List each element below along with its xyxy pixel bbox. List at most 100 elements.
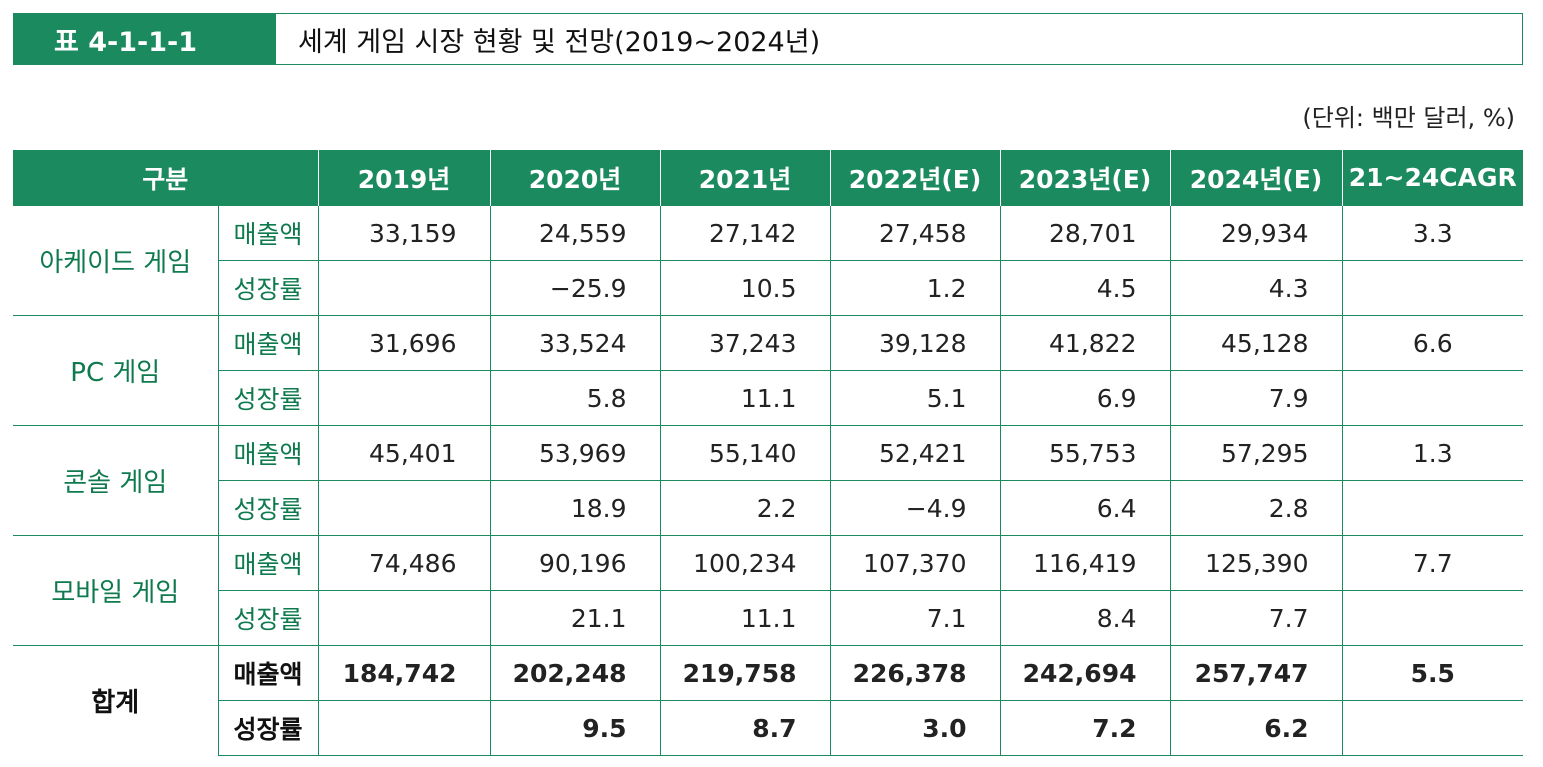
cell-value: 90,196 [489, 535, 660, 591]
cell-value: 7.7 [1169, 590, 1342, 646]
row-label: 매출액 [217, 315, 318, 371]
row-label: 매출액 [217, 425, 318, 481]
row-label: 매출액 [217, 535, 318, 591]
cell-value: 202,248 [489, 645, 660, 701]
group-label: 합계 [13, 645, 218, 756]
table-head: 구분 2019년 2020년 2021년 2022년(E) 2023년(E) 2024년(E… [13, 150, 1523, 206]
cell-value: 55,140 [659, 425, 830, 481]
empty-cell [317, 260, 490, 316]
cell-value: 2.8 [1169, 480, 1342, 536]
cell-value: 242,694 [999, 645, 1170, 701]
cell-value: 4.3 [1169, 260, 1342, 316]
cell-value: 37,243 [659, 315, 830, 371]
empty-cell [1341, 590, 1523, 646]
row-label: 매출액 [217, 205, 318, 261]
cell-value: 1.2 [829, 260, 1000, 316]
cell-value: 5.5 [1341, 645, 1523, 701]
cell-value: 45,401 [317, 425, 490, 481]
table-row: 성장률 −25.9 10.5 1.2 4.5 4.3 [13, 260, 1523, 316]
cell-value: 116,419 [999, 535, 1170, 591]
cell-value: 11.1 [659, 370, 830, 426]
cell-value: 7.9 [1169, 370, 1342, 426]
cell-value: 8.4 [999, 590, 1170, 646]
cell-value: 27,458 [829, 205, 1000, 261]
table-row: 성장률 18.9 2.2 −4.9 6.4 2.8 [13, 480, 1523, 536]
table-body: 아케이드 게임 매출액 33,159 24,559 27,142 27,458 28,701… [13, 205, 1523, 756]
empty-cell [1341, 370, 1523, 426]
cell-value: 7.1 [829, 590, 1000, 646]
cell-value: 3.0 [829, 700, 1000, 756]
table-row: 합계 매출액 184,742 202,248 219,758 226,378 242,694… [13, 645, 1523, 756]
row-label: 성장률 [217, 590, 318, 646]
cell-value: 4.5 [999, 260, 1170, 316]
table-row: 아케이드 게임 매출액 33,159 24,559 27,142 27,458 28,701… [13, 205, 1523, 316]
table-row: 모바일 게임 매출액 74,486 90,196 100,234 107,370 116,4… [13, 535, 1523, 646]
cell-value: 18.9 [489, 480, 660, 536]
cell-value: 11.1 [659, 590, 830, 646]
column-header: 2019년 [317, 150, 490, 206]
table-row: 성장률 9.5 8.7 3.0 7.2 6.2 [13, 700, 1523, 756]
row-label: 성장률 [217, 480, 318, 536]
cell-value: 74,486 [317, 535, 490, 591]
cell-value: 10.5 [659, 260, 830, 316]
column-header: 구분 [13, 150, 318, 206]
cell-value: 41,822 [999, 315, 1170, 371]
cell-value: 7.2 [999, 700, 1170, 756]
cell-value: 21.1 [489, 590, 660, 646]
cell-value: 33,524 [489, 315, 660, 371]
cell-value: 1.3 [1341, 425, 1523, 481]
column-header: 2023년(E) [999, 150, 1170, 206]
cell-value: 55,753 [999, 425, 1170, 481]
row-label: 성장률 [217, 260, 318, 316]
row-label: 성장률 [217, 700, 318, 756]
column-header: 21~24CAGR [1341, 150, 1523, 206]
cell-value: 31,696 [317, 315, 490, 371]
cell-value: 29,934 [1169, 205, 1342, 261]
title-bar: 표 4-1-1-1 세계 게임 시장 현황 및 전망(2019~2024년) [13, 13, 1523, 65]
table-row: 성장률 21.1 11.1 7.1 8.4 7.7 [13, 590, 1523, 646]
table-row: 콘솔 게임 매출액 45,401 53,969 55,140 52,421 55,753 57… [13, 425, 1523, 536]
empty-cell [1341, 260, 1523, 316]
table-title: 세계 게임 시장 현황 및 전망(2019~2024년) [298, 26, 821, 58]
cell-value: 219,758 [659, 645, 830, 701]
cell-value: 3.3 [1341, 205, 1523, 261]
empty-cell [317, 370, 490, 426]
cell-value: 28,701 [999, 205, 1170, 261]
cell-value: 24,559 [489, 205, 660, 261]
unit-note: (단위: 백만 달러, %) [1302, 104, 1515, 132]
header-row: 구분 2019년 2020년 2021년 2022년(E) 2023년(E) 2024년(E… [13, 150, 1523, 206]
cell-value: 5.1 [829, 370, 1000, 426]
cell-value: 9.5 [489, 700, 660, 756]
column-header: 2021년 [659, 150, 830, 206]
cell-value: 2.2 [659, 480, 830, 536]
cell-value: 125,390 [1169, 535, 1342, 591]
cell-value: 226,378 [829, 645, 1000, 701]
group-label: 아케이드 게임 [13, 205, 218, 316]
row-label: 성장률 [217, 370, 318, 426]
cell-value: 6.6 [1341, 315, 1523, 371]
cell-value: 7.7 [1341, 535, 1523, 591]
empty-cell [317, 700, 490, 756]
data-table: 구분 2019년 2020년 2021년 2022년(E) 2023년(E) 2024년(E… [13, 150, 1523, 756]
cell-value: −4.9 [829, 480, 1000, 536]
column-header: 2022년(E) [829, 150, 1000, 206]
cell-value: 6.9 [999, 370, 1170, 426]
column-header: 2024년(E) [1169, 150, 1342, 206]
cell-value: 6.2 [1169, 700, 1342, 756]
cell-value: 8.7 [659, 700, 830, 756]
row-label: 매출액 [217, 645, 318, 701]
empty-cell [1341, 480, 1523, 536]
cell-value: 39,128 [829, 315, 1000, 371]
empty-cell [317, 590, 490, 646]
cell-value: 257,747 [1169, 645, 1342, 701]
cell-value: 107,370 [829, 535, 1000, 591]
group-label: 모바일 게임 [13, 535, 218, 646]
group-label: PC 게임 [13, 315, 218, 426]
cell-value: 5.8 [489, 370, 660, 426]
cell-value: −25.9 [489, 260, 660, 316]
column-header: 2020년 [489, 150, 660, 206]
table-number: 표 4-1-1-1 [14, 14, 276, 64]
empty-cell [1341, 700, 1523, 756]
cell-value: 33,159 [317, 205, 490, 261]
